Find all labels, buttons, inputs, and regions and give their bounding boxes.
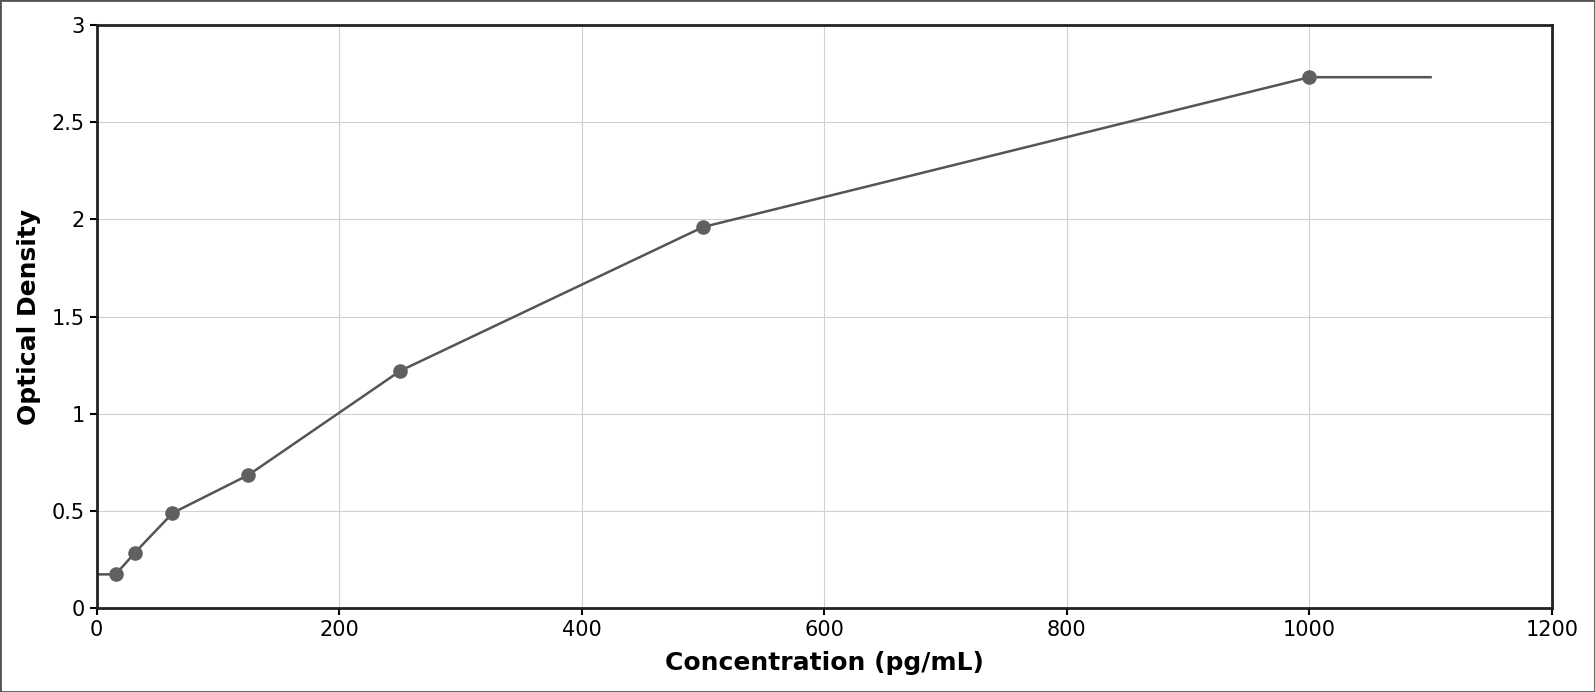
Point [121, 547, 147, 558]
Point [1297, 72, 1322, 83]
X-axis label: Concentration (pg/mL): Concentration (pg/mL) [665, 651, 984, 675]
Point [104, 569, 129, 580]
Y-axis label: Optical Density: Optical Density [16, 208, 40, 425]
Point [236, 470, 262, 481]
Point [160, 507, 185, 518]
Point [691, 221, 716, 233]
Point [388, 365, 413, 376]
